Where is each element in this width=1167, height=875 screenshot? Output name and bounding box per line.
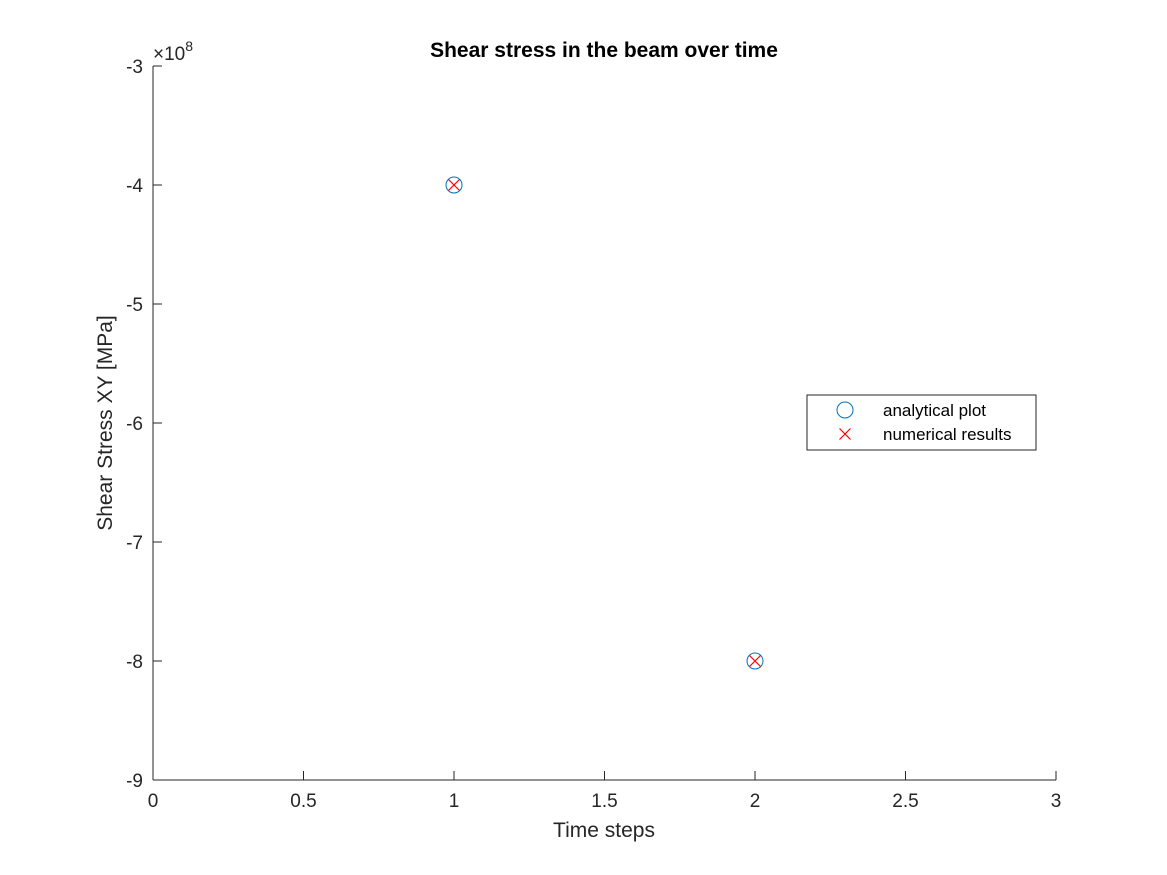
analytical-point — [445, 176, 463, 194]
legend-entry-label: numerical results — [883, 425, 1012, 444]
legend-box — [806, 394, 1037, 451]
legend-circle-marker — [836, 401, 854, 419]
legend: analytical plot numerical results — [806, 394, 1037, 451]
x-tick-label: 1 — [449, 791, 460, 812]
x-tick-label: 0 — [148, 791, 159, 812]
x-marker-stroke — [448, 179, 460, 191]
analytical-point — [746, 652, 764, 670]
x-tick-label: 0.5 — [290, 791, 316, 812]
y-axis-label: Shear Stress XY [MPa] — [94, 315, 117, 531]
y-tick-label: -8 — [126, 652, 143, 673]
y-ticks: -3 -4 -5 -6 -7 -8 -9 — [126, 57, 162, 792]
legend-entry-label: analytical plot — [883, 401, 986, 420]
x-marker-stroke — [749, 655, 761, 667]
x-marker-stroke — [839, 428, 851, 440]
y-tick-label: -4 — [126, 176, 143, 197]
legend-x-marker — [839, 428, 851, 440]
numerical-point — [448, 179, 460, 191]
data-marks — [445, 176, 764, 670]
y-tick-label: -5 — [126, 295, 143, 316]
numerical-point — [749, 655, 761, 667]
x-tick-label: 3 — [1051, 791, 1062, 812]
x-axis-label: Time steps — [553, 819, 655, 842]
y-tick-label: -3 — [126, 57, 143, 78]
y-scale-prefix: ×10 — [153, 44, 185, 65]
y-tick-label: -6 — [126, 414, 143, 435]
x-tick-label: 1.5 — [591, 791, 617, 812]
y-tick-label: -9 — [126, 771, 143, 792]
y-scale-exponent: 8 — [185, 38, 193, 54]
chart-title: Shear stress in the beam over time — [430, 39, 778, 62]
x-tick-label: 2.5 — [892, 791, 918, 812]
x-tick-label: 2 — [750, 791, 761, 812]
x-ticks: 0 0.5 1 1.5 2 2.5 3 — [148, 771, 1062, 812]
y-scale-exponent-label: ×108 — [153, 38, 193, 65]
y-tick-label: -7 — [126, 533, 143, 554]
